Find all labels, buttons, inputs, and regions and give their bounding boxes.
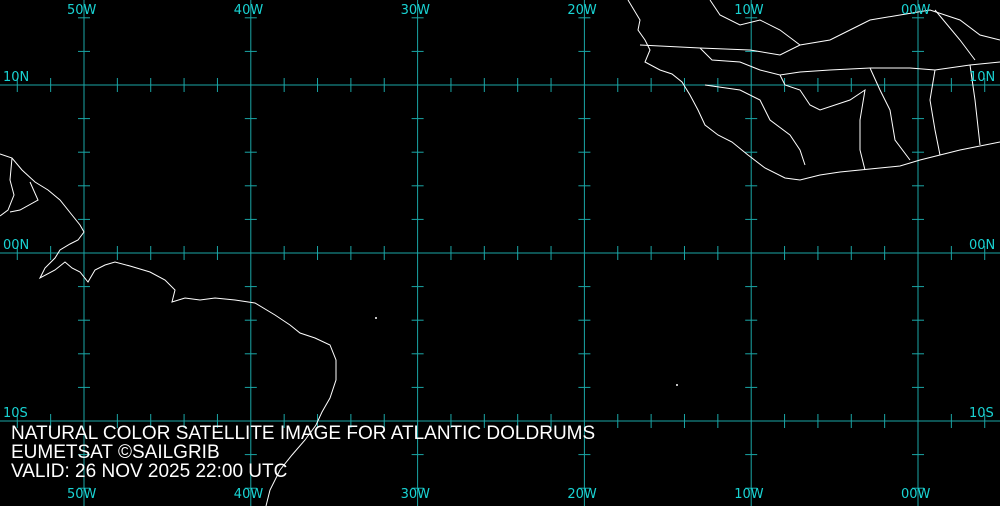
longitude-label-bottom: 30W: [400, 487, 430, 502]
island: [676, 384, 678, 386]
latitude-label-left: 10N: [3, 70, 30, 85]
africa-border: [779, 74, 866, 171]
africa-border: [704, 84, 806, 166]
caption-credit: EUMETSAT ©SAILGRIB: [11, 442, 220, 463]
longitude-label-top: 30W: [400, 3, 430, 18]
caption-valid-time: VALID: 26 NOV 2025 22:00 UTC: [11, 461, 288, 482]
longitude-label-top: 20W: [567, 3, 597, 18]
latitude-label-left: 10S: [3, 406, 28, 421]
longitude-label-top: 40W: [233, 3, 264, 18]
latitude-label-right: 00N: [969, 238, 996, 253]
image-caption: NATURAL COLOR SATELLITE IMAGE FOR ATLANT…: [11, 424, 595, 481]
longitude-label-bottom: 10W: [734, 487, 764, 502]
longitude-label-bottom: 40W: [233, 487, 264, 502]
south-america-interior-border: [0, 157, 15, 217]
latitude-label-left: 00N: [3, 238, 30, 253]
latitude-label-right: 10S: [969, 406, 994, 421]
africa-border: [969, 64, 981, 146]
africa-border: [934, 9, 976, 61]
longitude-label-top: 50W: [67, 3, 97, 18]
longitude-label-bottom: 00W: [901, 487, 931, 502]
longitude-label-bottom: 50W: [67, 487, 97, 502]
island: [375, 317, 377, 319]
latitude-label-right: 10N: [969, 70, 996, 85]
south-america-coast: [0, 153, 337, 506]
caption-title: NATURAL COLOR SATELLITE IMAGE FOR ATLANT…: [11, 423, 596, 444]
south-america-interior-border: [9, 181, 39, 213]
africa-border: [709, 0, 801, 46]
africa-border: [929, 69, 941, 156]
west-africa-coast: [627, 0, 1000, 181]
longitude-label-top: 00W: [901, 3, 931, 18]
longitude-label-top: 10W: [734, 3, 764, 18]
longitude-label-bottom: 20W: [567, 487, 597, 502]
africa-border: [869, 67, 911, 161]
africa-border: [699, 47, 1000, 76]
africa-border: [639, 9, 1000, 56]
